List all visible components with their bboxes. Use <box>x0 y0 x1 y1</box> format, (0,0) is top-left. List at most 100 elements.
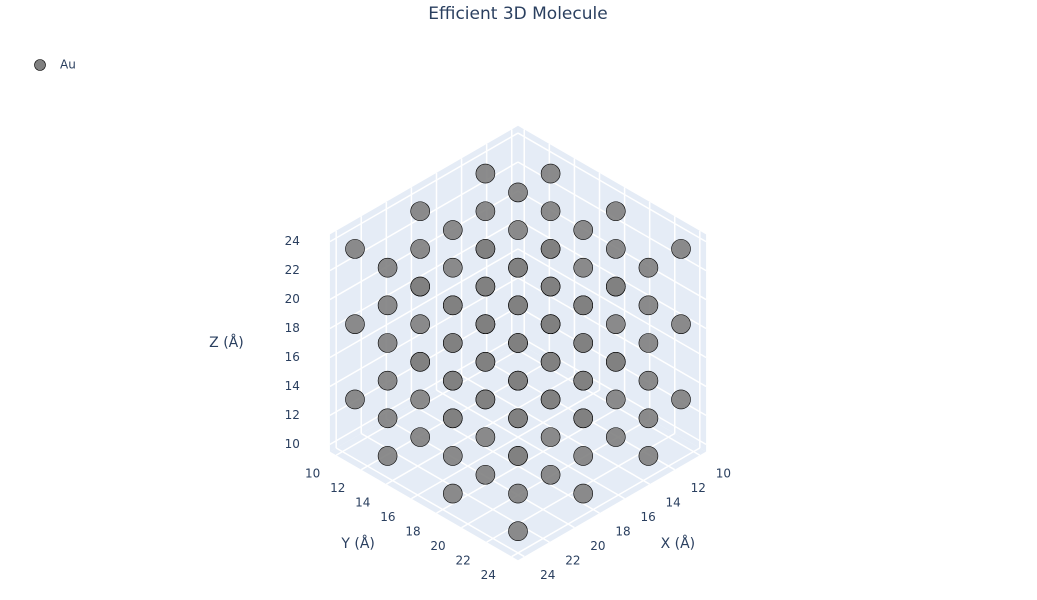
chart-title: Efficient 3D Molecule <box>428 4 607 24</box>
atom <box>540 201 561 222</box>
atom <box>508 521 528 542</box>
atom <box>410 314 430 334</box>
z-tick-label: 14 <box>285 379 300 393</box>
atom <box>345 314 365 334</box>
atom <box>475 389 496 410</box>
atom <box>573 333 594 353</box>
atom <box>442 257 463 278</box>
atom <box>442 408 463 429</box>
atom <box>442 370 463 391</box>
x-tick-label: 22 <box>565 554 580 568</box>
atom <box>638 446 659 466</box>
z-tick-label: 10 <box>285 437 300 451</box>
y-axis-title: Y (Å) <box>340 535 375 552</box>
atom <box>606 427 626 447</box>
atom <box>410 276 430 297</box>
atom <box>540 163 561 184</box>
x-tick-label: 16 <box>640 510 655 524</box>
atom <box>508 408 528 429</box>
z-tick-label: 22 <box>285 263 300 277</box>
atom <box>475 276 496 297</box>
atom <box>475 239 496 259</box>
atom <box>475 427 496 447</box>
atom <box>508 182 528 203</box>
atom <box>475 464 496 485</box>
atom <box>671 389 691 410</box>
atom <box>442 333 463 353</box>
atom <box>540 352 561 372</box>
atom <box>606 352 626 372</box>
atom <box>606 239 626 259</box>
atom <box>508 220 528 240</box>
atom <box>573 295 594 316</box>
atom <box>410 427 430 447</box>
atom <box>345 239 365 259</box>
atom <box>573 220 594 240</box>
atom <box>573 370 594 391</box>
x-tick-label: 24 <box>540 568 555 582</box>
legend-label: Au <box>60 58 76 72</box>
y-tick-label: 24 <box>481 568 496 582</box>
atom <box>508 257 528 278</box>
atom <box>573 483 594 504</box>
atom <box>638 295 659 316</box>
atom <box>540 427 561 447</box>
atom <box>410 389 430 410</box>
atom <box>508 483 528 504</box>
atom <box>442 483 463 504</box>
atom <box>638 370 659 391</box>
atom <box>638 408 659 429</box>
atom <box>508 295 528 316</box>
atom <box>475 163 496 184</box>
y-tick-label: 12 <box>330 481 345 495</box>
y-tick-label: 20 <box>430 539 445 553</box>
z-tick-label: 24 <box>285 234 300 248</box>
atom <box>606 314 626 334</box>
atom <box>377 257 398 278</box>
z-axis-title: Z (Å) <box>209 334 244 351</box>
atom <box>475 314 496 334</box>
y-tick-label: 22 <box>455 554 470 568</box>
y-tick-label: 10 <box>305 467 320 481</box>
atom <box>540 276 561 297</box>
atom <box>606 389 626 410</box>
grid-line <box>329 219 519 330</box>
grid-line <box>517 132 707 243</box>
z-tick-label: 12 <box>285 408 300 422</box>
grid-line <box>411 389 600 500</box>
z-tick-label: 20 <box>285 292 300 306</box>
y-tick-label: 18 <box>405 525 420 539</box>
atom <box>573 446 594 466</box>
atom <box>671 314 691 334</box>
atom <box>377 295 398 316</box>
x-tick-label: 14 <box>666 496 681 510</box>
x-axis-title: X (Å) <box>661 535 696 552</box>
atom <box>508 370 528 391</box>
atom <box>442 295 463 316</box>
atom <box>540 464 561 485</box>
atom <box>573 257 594 278</box>
x-tick-label: 18 <box>615 525 630 539</box>
atom <box>540 389 561 410</box>
atom <box>671 239 691 259</box>
y-tick-label: 14 <box>355 496 370 510</box>
atom <box>377 446 398 466</box>
z-tick-label: 18 <box>285 321 300 335</box>
atom <box>475 201 496 222</box>
atom <box>475 352 496 372</box>
atom <box>573 408 594 429</box>
atom <box>377 333 398 353</box>
grid-line <box>436 403 625 514</box>
atom <box>377 370 398 391</box>
atom <box>606 201 626 222</box>
y-tick-label: 16 <box>380 510 395 524</box>
atom <box>638 257 659 278</box>
atom <box>410 201 430 222</box>
atom <box>638 333 659 353</box>
atom <box>442 220 463 240</box>
atom <box>508 333 528 353</box>
grid-line <box>517 248 707 359</box>
atom <box>442 446 463 466</box>
grid-line <box>517 219 707 330</box>
